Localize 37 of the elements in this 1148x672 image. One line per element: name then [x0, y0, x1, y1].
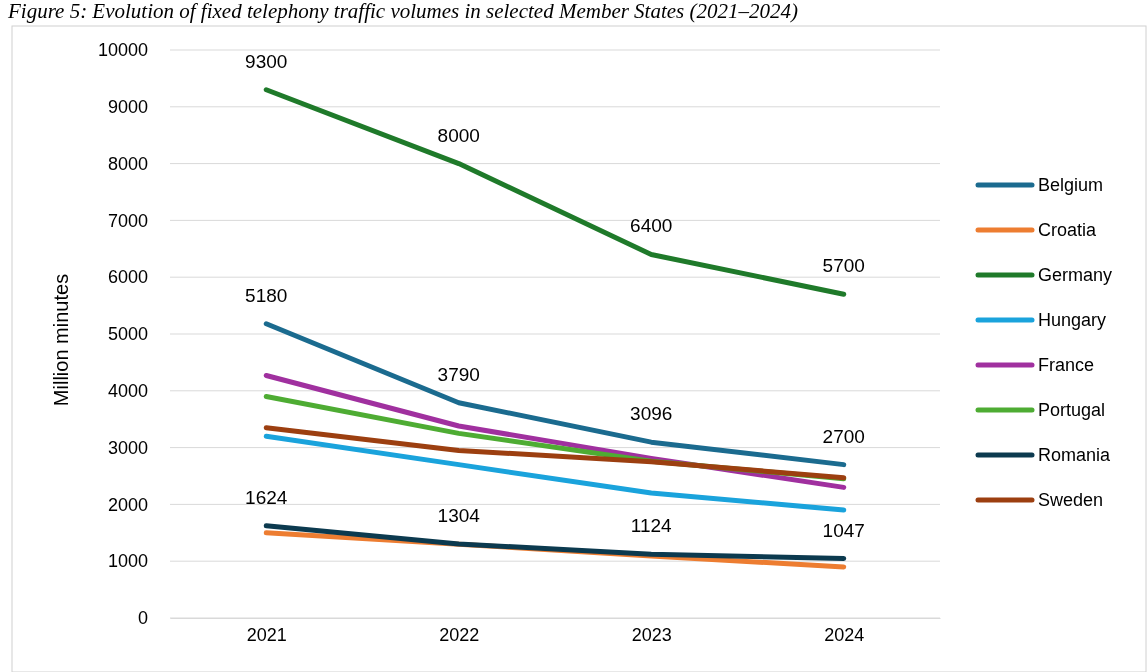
legend-label: Sweden — [1038, 490, 1104, 510]
data-label: 3096 — [630, 403, 673, 425]
y-axis-title: Million minutes — [50, 273, 72, 407]
x-tick-label: 2021 — [246, 624, 287, 645]
data-label: 1624 — [245, 486, 288, 508]
data-label: 5700 — [822, 255, 865, 277]
y-tick-label: 4000 — [107, 381, 148, 402]
data-label: 9300 — [245, 50, 288, 72]
x-tick-label: 2023 — [631, 624, 672, 645]
legend-label: Portugal — [1038, 400, 1106, 420]
y-tick-label: 0 — [137, 608, 148, 629]
y-tick-label: 7000 — [107, 210, 148, 231]
y-tick-label: 9000 — [107, 97, 148, 118]
y-tick-label: 5000 — [107, 324, 148, 345]
y-tick-label: 8000 — [107, 153, 148, 174]
legend-label: Belgium — [1038, 175, 1104, 195]
data-label: 1047 — [822, 519, 865, 541]
legend-label: Hungary — [1038, 310, 1107, 330]
y-tick-label: 6000 — [107, 267, 148, 288]
data-label: 5180 — [245, 284, 288, 306]
legend-label: France — [1038, 355, 1095, 375]
x-tick-label: 2024 — [824, 624, 865, 645]
y-tick-label: 10000 — [97, 40, 148, 61]
legend-label: Germany — [1038, 265, 1113, 285]
x-tick-label: 2022 — [439, 624, 480, 645]
data-label: 2700 — [822, 425, 865, 447]
y-tick-label: 3000 — [107, 437, 148, 458]
data-label: 3790 — [437, 363, 480, 385]
data-label: 1304 — [437, 504, 481, 526]
legend-label: Croatia — [1038, 220, 1098, 240]
chart-title: Figure 5: Evolution of fixed telephony traffic volumes in selected Member States (2021–2024) — [7, 0, 799, 23]
data-label: 6400 — [630, 215, 673, 237]
data-label: 8000 — [437, 124, 480, 146]
legend-label: Romania — [1038, 445, 1112, 465]
y-tick-label: 1000 — [107, 551, 148, 572]
y-tick-label: 2000 — [107, 494, 148, 515]
data-label: 1124 — [630, 515, 673, 537]
